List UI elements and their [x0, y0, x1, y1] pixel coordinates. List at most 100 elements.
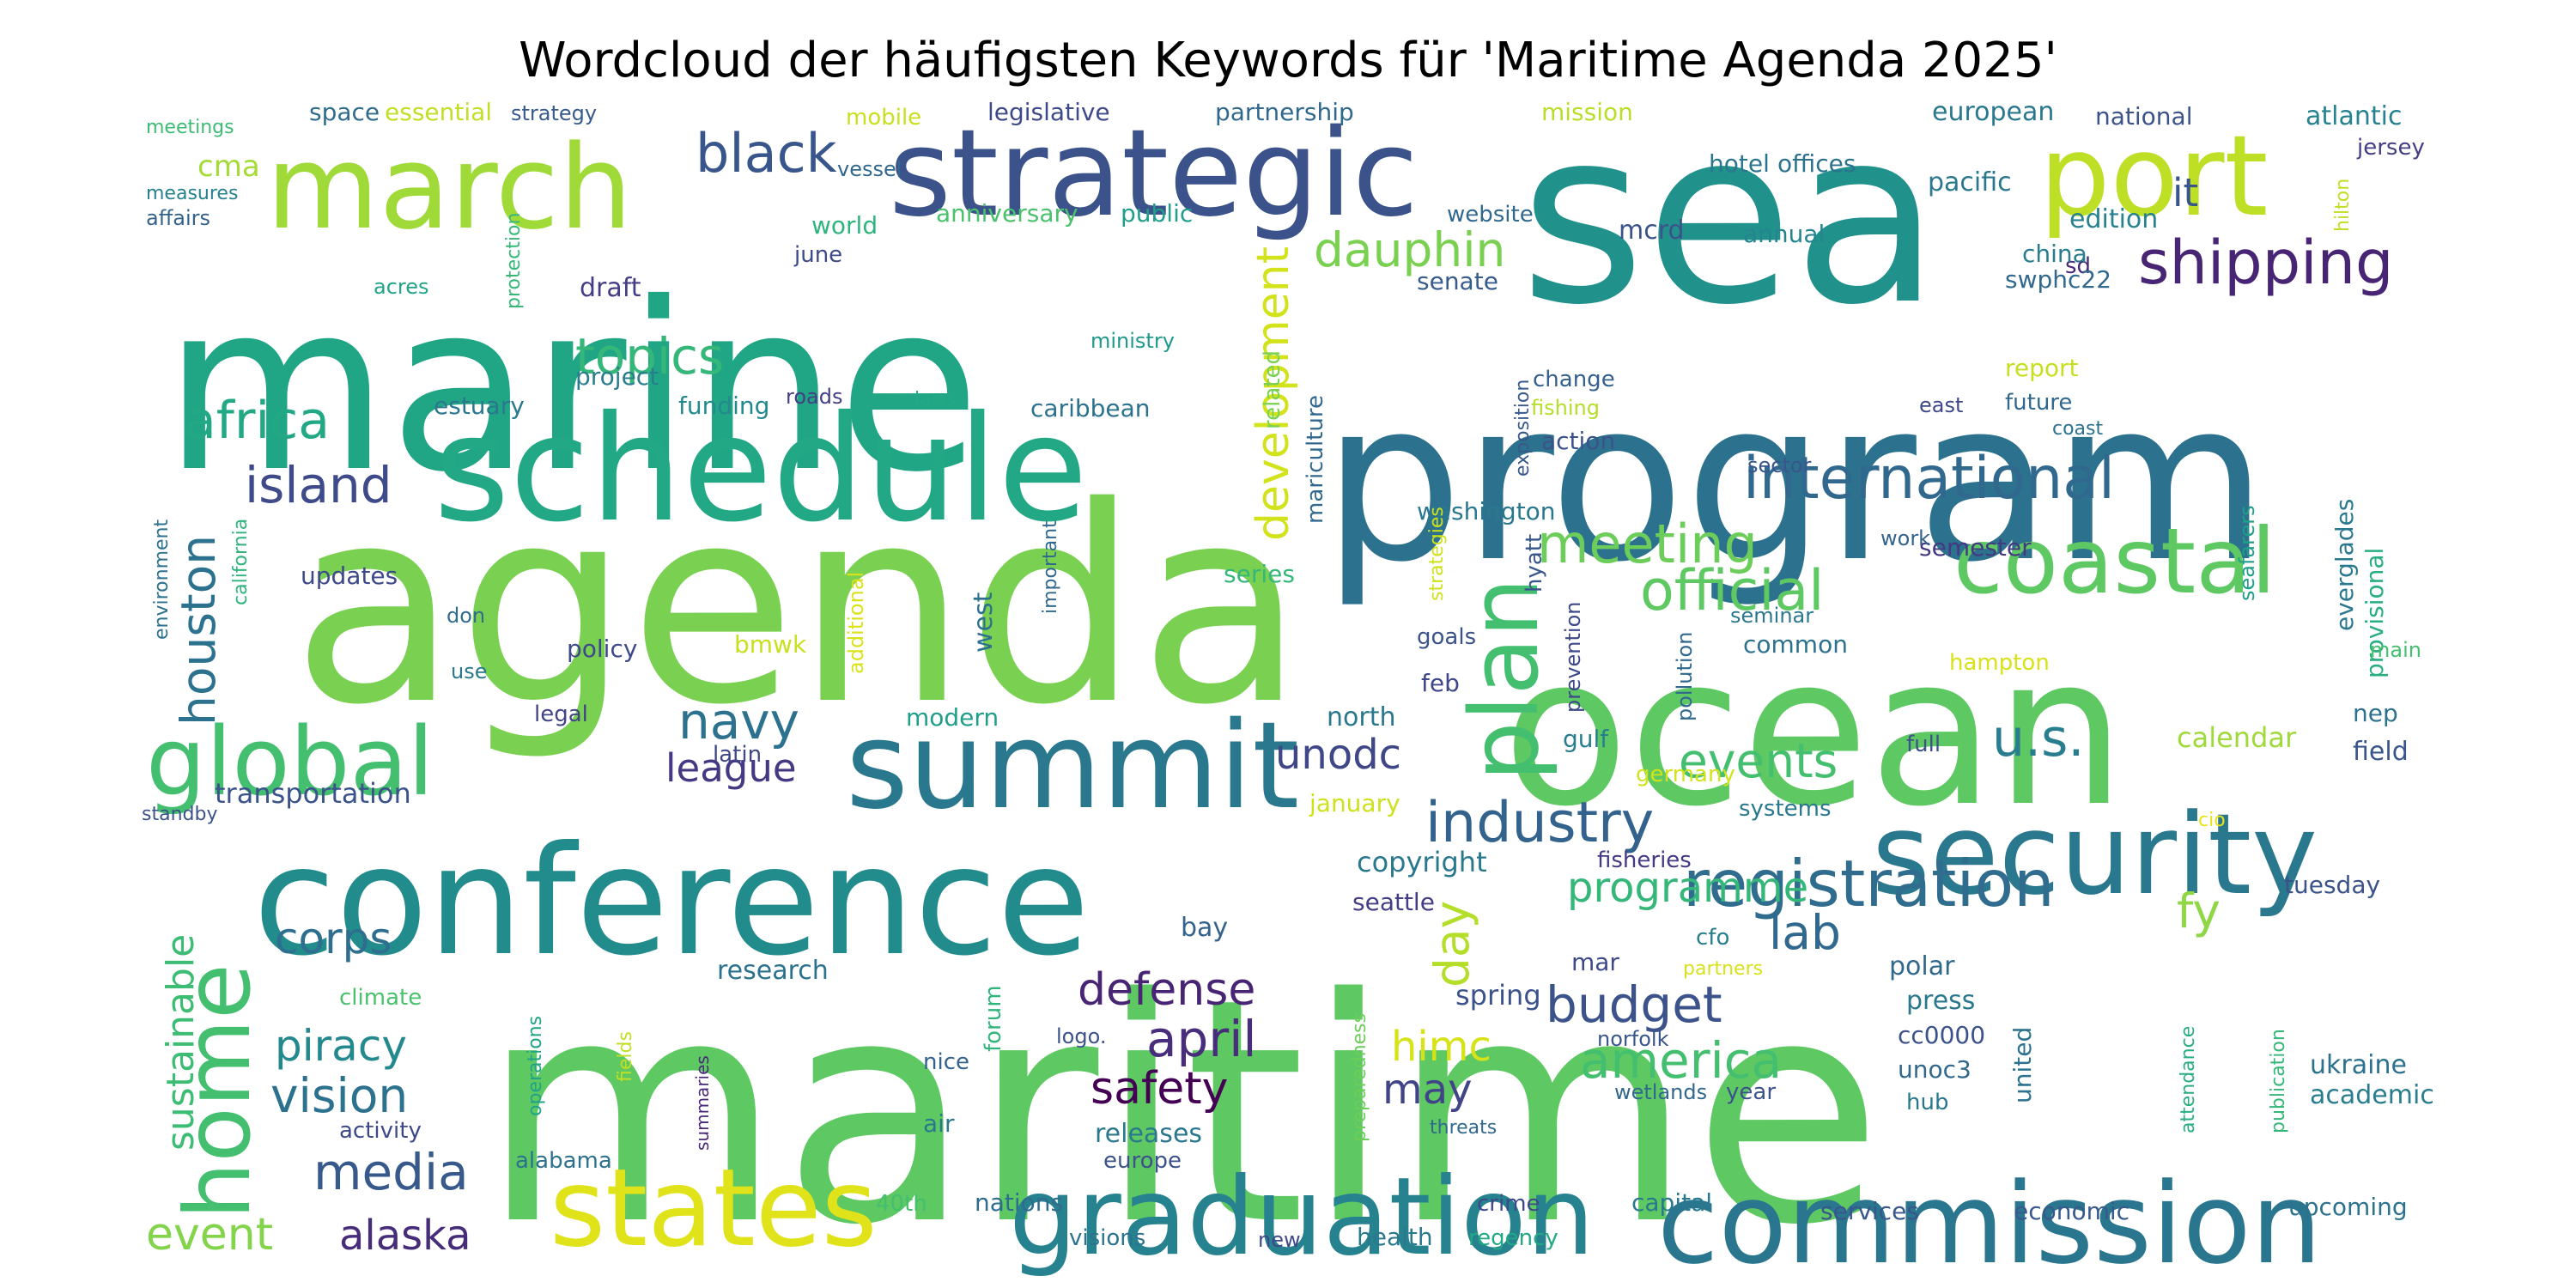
word-alaska: alaska	[339, 1212, 471, 1260]
word-spring: spring	[1455, 979, 1541, 1012]
word-logo: logo.	[1056, 1024, 1106, 1048]
word-defense: defense	[1078, 964, 1255, 1016]
word-capital: capital	[1631, 1188, 1712, 1217]
word-jersey: jersey	[2356, 135, 2425, 161]
word-states: states	[550, 1146, 878, 1271]
word-caribbean: caribbean	[1030, 394, 1151, 422]
word-day: day	[1425, 901, 1479, 987]
word-affairs: affairs	[146, 206, 210, 230]
word-nations: nations	[975, 1188, 1063, 1217]
word-related: related	[1260, 350, 1285, 429]
word-coast: coast	[2052, 418, 2103, 440]
word-gulf: gulf	[1563, 725, 1609, 753]
word-releases: releases	[1095, 1119, 1202, 1149]
word-main: main	[2370, 638, 2421, 662]
word-roads: roads	[786, 385, 842, 409]
word-shipping: shipping	[2138, 228, 2393, 298]
word-cio: cio	[2198, 810, 2226, 831]
word-corps: corps	[275, 914, 392, 963]
word-calendar: calendar	[2177, 721, 2297, 754]
word-important: important	[1040, 520, 1061, 614]
word-senate: senate	[1417, 267, 1498, 295]
word-summaries: summaries	[692, 1055, 713, 1151]
word-year: year	[1726, 1079, 1776, 1105]
word-partnership: partnership	[1215, 98, 1354, 126]
word-press: press	[1906, 986, 1975, 1016]
word-website: website	[1447, 202, 1534, 228]
word-north: north	[1327, 702, 1395, 732]
word-sector: sector	[1747, 453, 1812, 477]
word-alabama: alabama	[515, 1148, 612, 1174]
word-forum: forum	[981, 985, 1006, 1052]
word-navy: navy	[678, 692, 799, 750]
word-latin: latin	[713, 742, 762, 768]
word-marine: marine	[163, 252, 981, 523]
word-research: research	[717, 956, 829, 986]
word-semester: semester	[1919, 533, 2032, 562]
word-cfo: cfo	[1696, 925, 1729, 951]
word-action: action	[1541, 427, 1615, 455]
word-piracy: piracy	[275, 1021, 407, 1071]
word-hyatt: hyatt	[1522, 534, 1547, 592]
word-partners: partners	[1683, 958, 1763, 980]
word-topics: topics	[575, 327, 724, 386]
word-wetlands: wetlands	[1614, 1080, 1707, 1104]
word-schedule: schedule	[434, 385, 1088, 555]
word-international: international	[1743, 445, 2115, 513]
word-maritime: maritime	[481, 933, 1883, 1288]
word-estuary: estuary	[434, 392, 525, 420]
word-environment: environment	[151, 519, 173, 640]
word-systems: systems	[1739, 796, 1832, 822]
word-houston: houston	[171, 535, 226, 726]
word-safety: safety	[1091, 1063, 1228, 1115]
word-threats: threats	[1430, 1117, 1497, 1139]
word-himc: himc	[1391, 1023, 1492, 1071]
word-draft: draft	[580, 273, 641, 303]
word-commission: commission	[1657, 1158, 2322, 1288]
word-pollution: pollution	[1673, 632, 1697, 721]
word-national: national	[2095, 102, 2192, 131]
word-cc0000: cc0000	[1898, 1021, 1985, 1049]
word-measures: measures	[146, 183, 238, 204]
word-graduation: graduation	[1009, 1155, 1595, 1279]
word-mcrd: mcrd	[1619, 216, 1685, 246]
word-plan: plan	[1449, 577, 1559, 781]
word-america: america	[1580, 1031, 1782, 1090]
word-pacific: pacific	[1928, 167, 2012, 197]
word-full: full	[1906, 732, 1941, 757]
word-policy: policy	[567, 635, 637, 663]
word-annual: annual	[1743, 220, 1825, 248]
word-series: series	[1224, 560, 1295, 588]
word-industry: industry	[1425, 791, 1654, 855]
word-may: may	[1382, 1066, 1473, 1114]
word-california: california	[230, 519, 252, 605]
word-space: space	[309, 98, 380, 126]
chart-title: Wordcloud der häufigsten Keywords für 'M…	[519, 33, 2057, 88]
word-seattle: seattle	[1352, 888, 1435, 916]
word-east: east	[1919, 393, 1963, 417]
word-swphc22: swphc22	[2005, 265, 2111, 294]
word-don: don	[447, 604, 485, 628]
word-program: program	[1322, 353, 2268, 611]
word-additional: additional	[844, 572, 868, 674]
word-league: league	[665, 745, 797, 791]
word-preparedness: preparedness	[1349, 1013, 1370, 1142]
word-washington: washington	[1417, 497, 1556, 526]
word-acres: acres	[374, 275, 429, 299]
word-ukraine: ukraine	[2310, 1050, 2407, 1080]
word-norfolk: norfolk	[1597, 1027, 1669, 1051]
word-events: events	[1679, 733, 1838, 788]
word-operations: operations	[525, 1016, 546, 1116]
word-fy: fy	[2177, 884, 2221, 939]
word-mariculture: mariculture	[1303, 395, 1328, 524]
word-bmwk: bmwk	[734, 630, 807, 659]
word-ocean: ocean	[1503, 611, 2126, 852]
word-world: world	[811, 211, 878, 240]
word-europe: europe	[1103, 1148, 1182, 1174]
word-project: project	[575, 362, 659, 391]
word-event: event	[146, 1209, 273, 1261]
word-dauphin: dauphin	[1314, 222, 1505, 277]
word-hotel: hotel	[1709, 149, 1770, 178]
word-field: field	[2353, 737, 2409, 767]
word-strategies: strategies	[1426, 507, 1448, 601]
